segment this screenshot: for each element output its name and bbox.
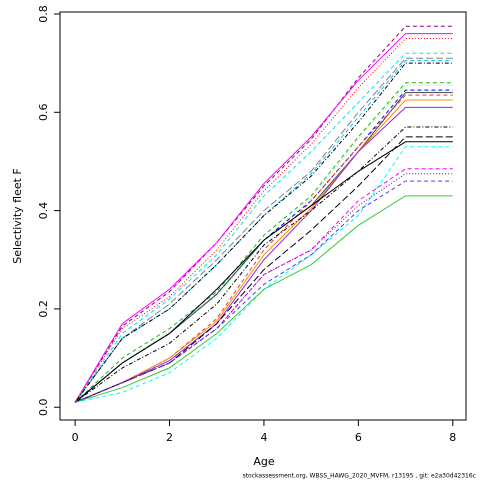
series-line [74, 168, 453, 403]
series-line [74, 62, 453, 403]
series-line [74, 52, 453, 403]
series-line [74, 82, 453, 403]
x-tick-label: 2 [166, 431, 173, 444]
y-tick-label: 0.0 [37, 398, 50, 416]
x-tick-label: 8 [449, 431, 456, 444]
y-tick-label: 0.2 [37, 300, 50, 318]
series-line [74, 57, 453, 403]
plot-frame [59, 11, 467, 421]
series-line [74, 126, 453, 403]
x-tick-label: 0 [72, 431, 79, 444]
x-tick-label: 6 [355, 431, 362, 444]
series-line [74, 84, 453, 403]
series-line [74, 136, 453, 403]
y-tick-label: 0.8 [37, 5, 50, 23]
footer: stockassessment.org, WBSS_HAWG_2020_MVFM… [243, 473, 476, 480]
series-line [74, 195, 453, 403]
x-tick-label: 4 [260, 431, 267, 444]
y-tick-label: 0.4 [37, 202, 50, 220]
series-line [74, 106, 453, 403]
series-line [74, 92, 453, 403]
series-line [74, 25, 453, 403]
x-axis-label: Age [253, 455, 275, 468]
series-line [74, 141, 453, 403]
y-axis-label: Selectivity fleet F [11, 168, 24, 263]
series-line [74, 99, 453, 403]
series-line [74, 60, 453, 403]
series-line [74, 33, 453, 403]
y-tick-label: 0.6 [37, 104, 50, 122]
series-line [74, 180, 453, 403]
series-line [74, 94, 453, 403]
series-line [74, 173, 453, 403]
series-line [74, 89, 453, 403]
